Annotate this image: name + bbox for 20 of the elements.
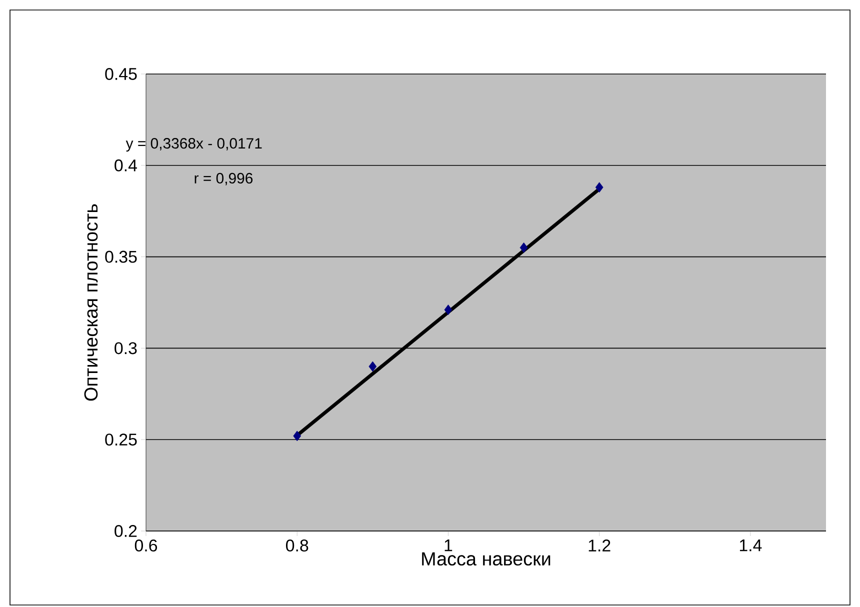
- x-tick-label: 1: [444, 540, 452, 552]
- point: [444, 304, 452, 316]
- x-tick-label: 1.4: [740, 540, 762, 552]
- y-tick-label: 0.45: [105, 68, 137, 80]
- point: [520, 242, 528, 253]
- point: [293, 430, 302, 442]
- x-axis-title: Масса навески: [422, 552, 550, 566]
- annotation: r = 0,996: [194, 172, 253, 186]
- y-tick-label: 0.2: [114, 525, 137, 537]
- x-tick-label: 0.6: [134, 540, 158, 552]
- x-tick-label: 1.2: [588, 540, 610, 552]
- y-axis-title: Оптическая плотность: [84, 204, 98, 401]
- y-tick-label: 0.25: [105, 434, 137, 446]
- x-tick-label: 0.8: [286, 540, 308, 552]
- y-tick-label: 0.4: [114, 159, 137, 172]
- annotation: y = 0,3368x - 0,0171: [126, 138, 262, 152]
- y-tick-label: 0.35: [105, 250, 137, 263]
- point: [368, 361, 377, 372]
- point: [595, 182, 604, 193]
- y-tick-label: 0.3: [114, 342, 137, 354]
